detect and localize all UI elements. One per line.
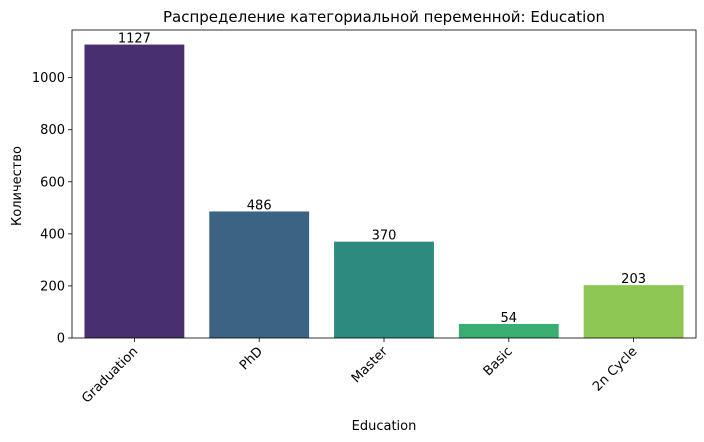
x-axis: Graduation PhD Master Basic 2n Cycle [79,338,640,406]
x-axis-label: Education [352,419,417,434]
x-tick-label: Master [349,344,391,386]
bars-group [84,44,684,338]
data-label: 370 [372,229,397,244]
data-label: 54 [501,311,518,326]
x-tick-label: Graduation [79,344,141,406]
plot-frame [71,29,697,339]
y-tick-label: 600 [40,175,65,190]
bar-2n-cycle [583,285,684,338]
data-label: 486 [247,198,272,213]
x-tick-label: PhD [237,344,266,373]
y-tick-label: 200 [40,279,65,294]
y-tick-label: 400 [40,227,65,242]
bar-graduation [84,44,185,338]
x-tick-label: Basic [481,344,516,379]
data-labels-group: 1127 486 370 54 203 [118,32,646,326]
y-tick-label: 800 [40,123,65,138]
data-label: 203 [621,272,646,287]
data-label: 1127 [118,32,151,47]
bar-master [334,241,434,338]
chart-title: Распределение категориальной переменной:… [163,8,605,26]
x-tick-label: 2n Cycle [590,344,640,394]
y-tick-label: 0 [57,332,65,347]
y-tick-label: 1000 [32,71,65,86]
y-axis-label: Количество [10,146,25,226]
bar-basic [458,323,559,338]
bar-phd [209,211,310,338]
y-axis: 0 200 400 600 800 1000 [32,71,72,347]
